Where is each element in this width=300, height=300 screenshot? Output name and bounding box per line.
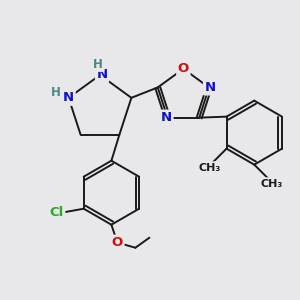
Text: CH₃: CH₃ — [198, 163, 221, 172]
Text: CH₃: CH₃ — [260, 178, 282, 189]
Text: N: N — [205, 81, 216, 94]
Text: N: N — [161, 111, 172, 124]
Text: H: H — [93, 58, 103, 70]
Text: N: N — [63, 91, 74, 104]
Text: N: N — [96, 68, 108, 82]
Text: Cl: Cl — [50, 206, 64, 219]
Text: H: H — [51, 86, 61, 99]
Text: O: O — [112, 236, 123, 249]
Text: O: O — [178, 62, 189, 75]
